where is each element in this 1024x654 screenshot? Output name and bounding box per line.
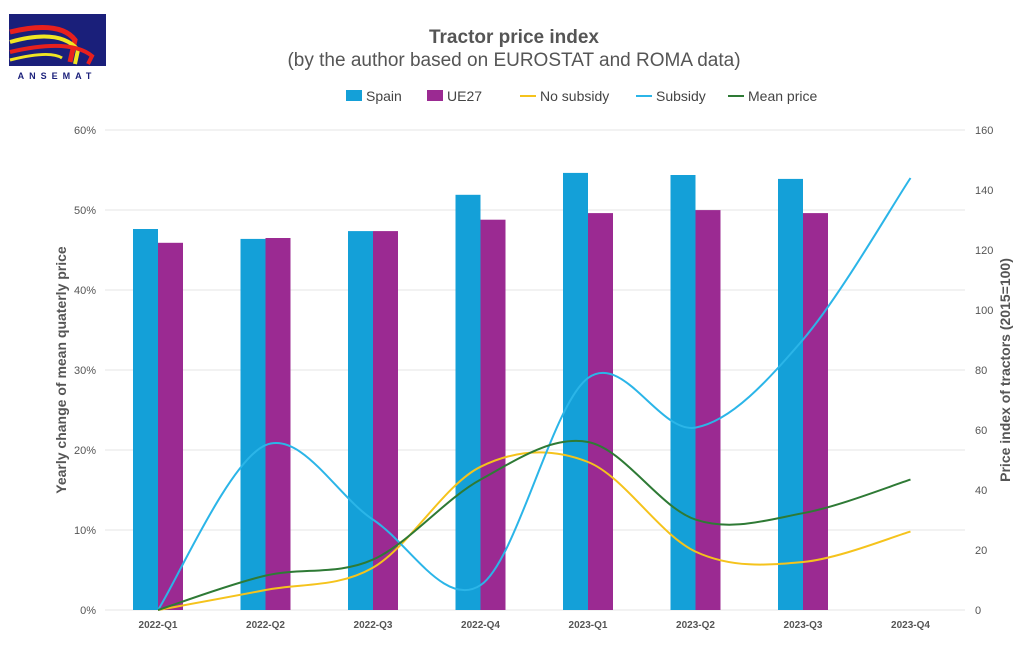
y-tick-right: 80 — [975, 365, 987, 377]
svg-text:ANSEMAT: ANSEMAT — [18, 71, 97, 81]
y-tick-left: 0% — [80, 605, 96, 617]
x-tick-label: 2022-Q3 — [354, 620, 393, 631]
bar-spain — [348, 231, 373, 610]
y-tick-right: 140 — [975, 185, 993, 197]
x-tick-label: 2023-Q4 — [891, 620, 930, 631]
bar-spain — [778, 178, 803, 610]
bar-spain — [455, 194, 481, 611]
y-tick-left: 20% — [74, 445, 96, 457]
legend: Spain UE27 No subsidy Subsidy Mean price — [346, 88, 817, 104]
bar-ue27 — [158, 242, 183, 611]
x-tick-label: 2022-Q1 — [139, 620, 178, 631]
y-tick-left: 30% — [74, 365, 96, 377]
y-axis-left-label: Yearly change of mean quaterly price — [53, 246, 69, 494]
x-tick-label: 2022-Q2 — [246, 620, 285, 631]
bar-ue27 — [695, 210, 721, 610]
ansemat-logo: ANSEMAT — [9, 14, 106, 81]
line-mean-price — [157, 439, 911, 611]
bar-ue27 — [480, 219, 506, 610]
bar-ue27 — [803, 213, 828, 610]
y-tick-right: 120 — [975, 245, 993, 257]
y-tick-right: 40 — [975, 485, 987, 497]
y-axis-right-label: Price index of tractors (2015=100) — [997, 258, 1013, 482]
x-tick-label: 2023-Q2 — [676, 620, 715, 631]
x-tick-label: 2022-Q4 — [461, 620, 500, 631]
line-subsidy — [157, 177, 912, 611]
bar-spain — [133, 229, 158, 610]
y-tick-left: 40% — [74, 285, 96, 297]
legend-label: Spain — [366, 88, 402, 104]
legend-label: UE27 — [447, 88, 482, 104]
chart-title: Tractor price index — [429, 27, 599, 48]
y-tick-right: 20 — [975, 545, 987, 557]
x-tick-label: 2023-Q3 — [784, 620, 823, 631]
y-tick-left: 60% — [74, 125, 96, 137]
legend-label: Subsidy — [656, 88, 706, 104]
y-tick-right: 0 — [975, 605, 981, 617]
y-tick-right: 100 — [975, 305, 993, 317]
y-tick-left: 50% — [74, 205, 96, 217]
line-no-subsidy — [157, 451, 911, 611]
bar-ue27 — [588, 213, 613, 610]
bar-spain — [240, 238, 266, 610]
legend-swatch — [346, 90, 362, 101]
legend-label: Mean price — [748, 88, 817, 104]
bar-ue27 — [265, 238, 291, 610]
y-tick-right: 160 — [975, 125, 993, 137]
y-tick-left: 10% — [74, 525, 96, 537]
chart-subtitle: (by the author based on EUROSTAT and ROM… — [287, 50, 740, 71]
legend-label: No subsidy — [540, 88, 609, 104]
y-tick-right: 60 — [975, 425, 987, 437]
legend-swatch — [427, 90, 443, 101]
x-tick-label: 2023-Q1 — [569, 620, 608, 631]
